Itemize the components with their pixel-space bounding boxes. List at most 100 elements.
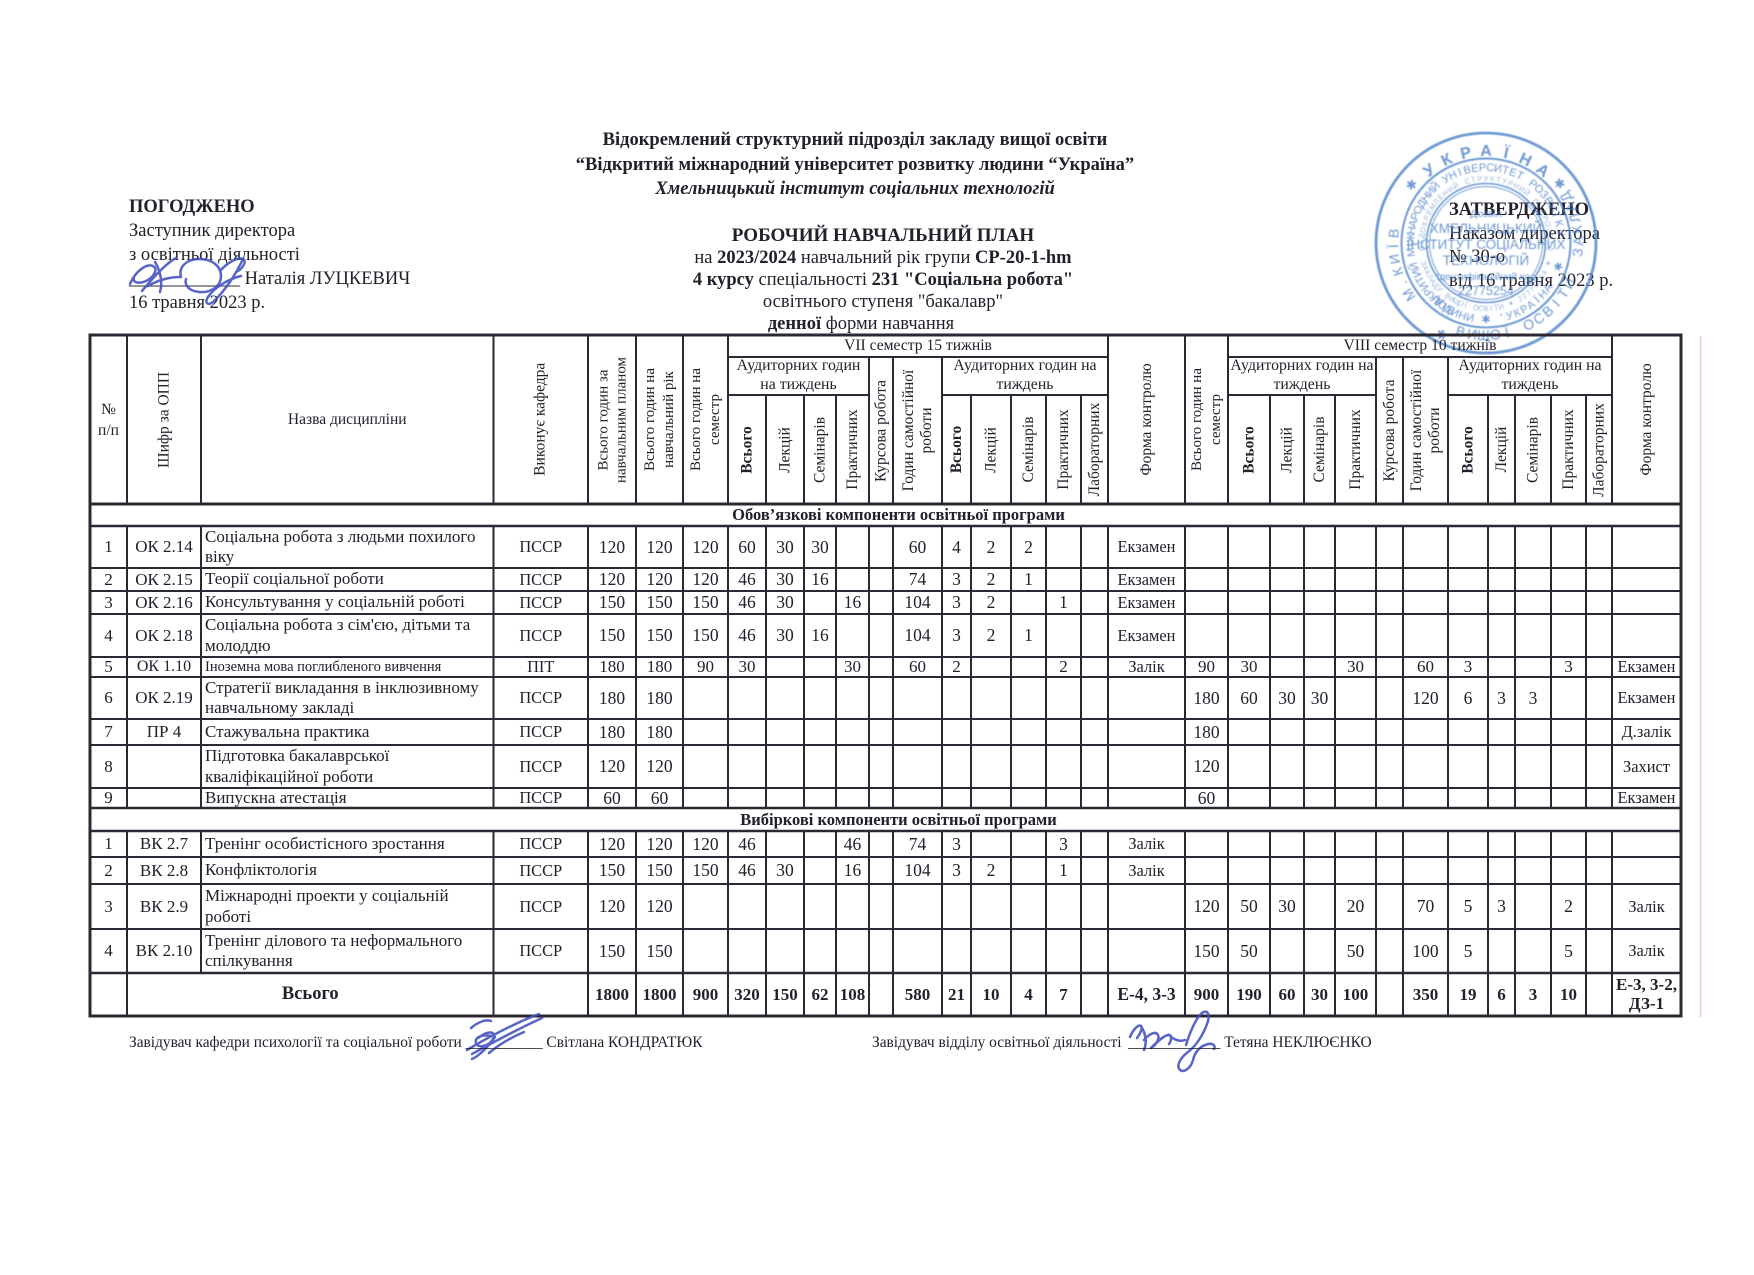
svg-text:С: С — [1463, 176, 1471, 186]
svg-text:О: О — [1472, 303, 1479, 313]
svg-text:Д: Д — [1431, 281, 1441, 291]
svg-text:З: З — [1569, 248, 1586, 258]
svg-text:Дозвіл: Дозвіл — [1470, 208, 1502, 220]
svg-text:З: З — [1544, 227, 1554, 234]
svg-text:И: И — [1493, 162, 1503, 175]
svg-text:Н: Н — [1512, 181, 1521, 191]
svg-text:К: К — [1423, 269, 1433, 278]
svg-text:Д: Д — [1538, 208, 1548, 217]
svg-text:Р: Р — [1421, 214, 1431, 222]
svg-text:Р: Р — [1477, 174, 1483, 183]
svg-text:Т: Т — [1514, 169, 1526, 183]
svg-text:Ї: Ї — [1501, 144, 1511, 163]
svg-text:7: 7 — [1528, 285, 1537, 294]
svg-text:М: М — [1405, 247, 1418, 258]
svg-text:5: 5 — [1537, 273, 1547, 281]
svg-text:И: И — [1446, 184, 1455, 194]
svg-text:К: К — [1419, 220, 1429, 227]
svg-text:Ідентифікаційний код: Ідентифікаційний код — [1436, 271, 1535, 283]
svg-text:Ї: Ї — [1503, 324, 1511, 340]
svg-text:Н: Н — [1457, 309, 1468, 323]
svg-text:7: 7 — [1524, 288, 1533, 298]
svg-text:5: 5 — [1531, 281, 1541, 290]
svg-text:Н: Н — [1516, 150, 1534, 170]
svg-text:В: В — [1417, 246, 1426, 252]
svg-text:А: А — [1407, 218, 1421, 229]
svg-text:2: 2 — [1534, 277, 1544, 286]
svg-text:Е: Е — [1424, 208, 1434, 217]
svg-text:О: О — [1457, 298, 1466, 309]
svg-text:Л: Л — [1425, 273, 1435, 282]
svg-text:І: І — [1457, 167, 1464, 179]
svg-text:Й: Й — [1451, 181, 1460, 191]
svg-text:М: М — [1427, 202, 1438, 212]
svg-text:.: . — [1394, 279, 1410, 290]
svg-text:Ї: Ї — [1385, 244, 1401, 249]
svg-text:Ї: Ї — [1463, 301, 1469, 310]
svg-text:С: С — [1478, 304, 1485, 313]
svg-text:22775254: 22775254 — [1458, 284, 1514, 298]
svg-text:Н: Н — [1440, 188, 1450, 198]
svg-text:ІНСТИТУТ СОЦІАЛЬНИХ: ІНСТИТУТ СОЦІАЛЬНИХ — [1407, 237, 1566, 252]
svg-text:Т: Т — [1495, 175, 1502, 185]
svg-text:Т: Т — [1413, 273, 1427, 285]
svg-text:О: О — [1542, 220, 1552, 228]
svg-text:Й: Й — [1407, 261, 1422, 273]
svg-text:Р: Р — [1540, 214, 1550, 222]
svg-text:К: К — [1568, 223, 1585, 234]
svg-text:Й: Й — [1522, 188, 1532, 198]
svg-text:Р: Р — [1507, 178, 1515, 188]
svg-text:Р: Р — [1459, 144, 1473, 163]
svg-text:І: І — [1535, 203, 1544, 210]
svg-text:І: І — [1417, 241, 1426, 243]
svg-text:К: К — [1439, 150, 1455, 170]
svg-text:І: І — [1546, 241, 1555, 243]
svg-text:Н: Н — [1405, 226, 1418, 236]
svg-text:К: К — [1388, 265, 1406, 279]
svg-text:Д: Д — [1417, 233, 1426, 239]
svg-text:А: А — [1420, 264, 1430, 272]
svg-text:': ' — [1547, 278, 1558, 286]
svg-text:У: У — [1505, 309, 1516, 323]
svg-text:І: І — [1405, 243, 1417, 246]
svg-text:В: В — [1385, 228, 1402, 239]
svg-text:И: И — [1386, 253, 1404, 266]
svg-text:У: У — [1554, 228, 1567, 238]
svg-text:О: О — [1418, 226, 1428, 234]
svg-text:Р: Р — [1409, 211, 1423, 222]
svg-text:': ' — [1500, 312, 1505, 324]
svg-text:Л: Л — [1431, 197, 1441, 207]
svg-text:Е: Е — [1470, 162, 1479, 175]
svg-text:Е: Е — [1436, 192, 1446, 202]
svg-text:Р: Р — [1479, 162, 1487, 174]
svg-text:4: 4 — [1539, 269, 1549, 277]
svg-text:У: У — [1435, 284, 1445, 294]
svg-text:Т: Т — [1470, 175, 1477, 185]
svg-text:А: А — [1428, 277, 1438, 286]
svg-text:В: В — [1483, 304, 1488, 313]
svg-text:Т: Т — [1501, 164, 1511, 177]
svg-text:Л: Л — [1546, 246, 1555, 252]
svg-text:Т: Т — [1549, 210, 1563, 221]
svg-text:С: С — [1486, 162, 1495, 174]
svg-text:А: А — [1480, 143, 1492, 160]
svg-text:В: В — [1462, 164, 1472, 177]
svg-text:И: И — [1498, 302, 1505, 312]
svg-text:Л: Л — [1566, 212, 1584, 225]
svg-text:Т: Т — [1493, 303, 1499, 313]
svg-text:Д: Д — [1545, 233, 1554, 239]
svg-text:ТЕХНОЛОГІЙ: ТЕХНОЛОГІЙ — [1443, 253, 1529, 268]
svg-text:ХМЕЛЬНИЦЬКИЙ: ХМЕЛЬНИЦЬКИЙ — [1430, 221, 1543, 236]
svg-text:✱: ✱ — [1552, 261, 1566, 273]
svg-text:✱: ✱ — [1481, 314, 1490, 326]
svg-text:У: У — [1484, 174, 1489, 183]
svg-text:Ї: Ї — [1532, 294, 1543, 306]
svg-text:2: 2 — [1520, 291, 1529, 301]
svg-text:Щ: Щ — [1451, 296, 1461, 307]
svg-text:У: У — [1501, 176, 1508, 186]
svg-text:2: 2 — [1516, 294, 1524, 304]
svg-text:І: І — [1490, 304, 1493, 313]
svg-text:А: А — [1570, 236, 1586, 246]
svg-text:✦: ✦ — [1506, 298, 1516, 309]
svg-text:К: К — [1512, 306, 1523, 320]
